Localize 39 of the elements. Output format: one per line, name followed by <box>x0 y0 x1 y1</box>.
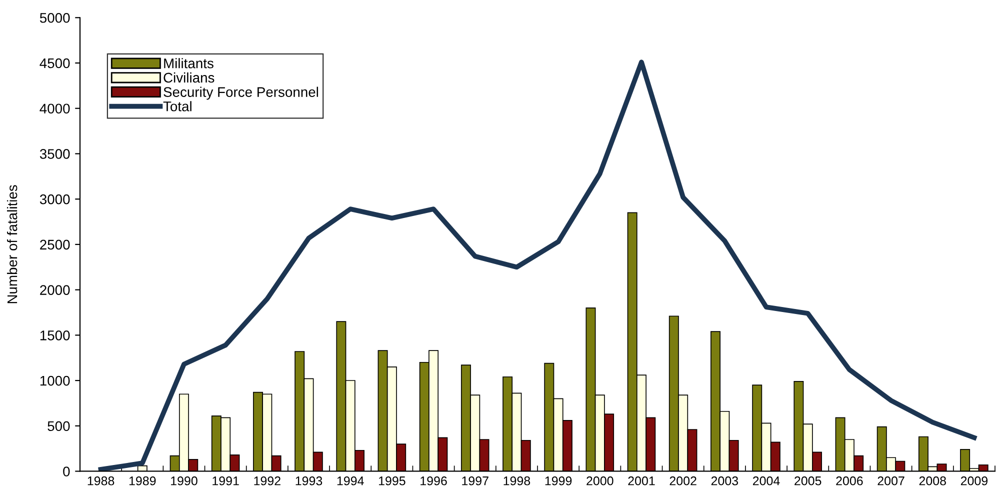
y-tick-label: 2500 <box>40 240 70 250</box>
y-tick-label: 0 <box>63 466 70 476</box>
x-tick-label: 1990 <box>171 476 198 486</box>
y-tick-label: 1500 <box>40 330 70 340</box>
line-series <box>98 60 977 472</box>
x-tick-label: 1999 <box>545 476 572 486</box>
x-tick-label: 2005 <box>794 476 822 486</box>
x-tick-label: 1997 <box>462 476 488 486</box>
x-tick-label: 1991 <box>212 476 239 486</box>
x-tick-label: 2007 <box>878 476 904 486</box>
x-tick-label: 2006 <box>836 476 863 486</box>
x-tick-label: 1995 <box>378 476 406 486</box>
x-tick-label: 1988 <box>88 476 114 486</box>
y-tick-label: 4500 <box>40 58 70 68</box>
legend-label: Total <box>163 101 192 112</box>
x-tick-label: 1993 <box>296 476 322 486</box>
x-tick-label: 1996 <box>420 476 447 486</box>
legend-label: Militants <box>164 58 214 68</box>
x-tick-label: 2002 <box>670 476 696 486</box>
x-tick-label: 2000 <box>586 476 614 486</box>
legend-label: Security Force Personnel <box>164 86 318 100</box>
x-tick-label: 2009 <box>960 476 988 486</box>
x-tick-label: 1994 <box>337 476 364 486</box>
x-tick-label: 1998 <box>504 476 530 486</box>
x-tick-label: 2003 <box>711 476 738 486</box>
y-axis-title: Number of fatalities <box>6 185 18 304</box>
y-tick-label: 5000 <box>40 12 70 23</box>
y-tick-label: 3500 <box>40 149 70 159</box>
y-tick-label: 2000 <box>40 285 70 295</box>
y-tick-label: 4000 <box>40 104 70 114</box>
x-tick-label: 2008 <box>919 476 946 486</box>
x-tick-label: 2004 <box>752 476 780 486</box>
x-tick-label: 1989 <box>129 476 156 486</box>
y-tick-label: 500 <box>48 421 70 432</box>
y-tick-label: 1000 <box>40 376 70 386</box>
legend-label: Civilians <box>164 72 214 83</box>
x-tick-label: 1992 <box>254 476 280 486</box>
x-tick-label: 2001 <box>628 476 655 486</box>
y-tick-label: 3000 <box>40 194 70 204</box>
